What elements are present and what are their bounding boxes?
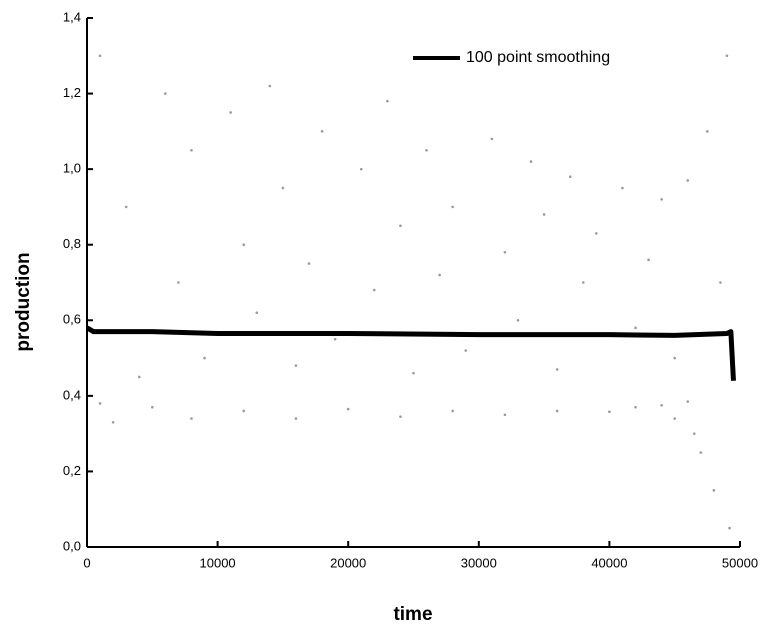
scatter-point (706, 130, 709, 133)
scatter-point (111, 421, 115, 424)
scatter-point (555, 409, 559, 413)
y-tick-label: 1,2 (63, 85, 81, 100)
scatter-point (203, 356, 206, 360)
scatter-point (386, 99, 389, 103)
scatter-point (581, 281, 585, 284)
x-tick-label: 0 (83, 555, 90, 570)
y-tick-label: 0,4 (63, 387, 81, 402)
scatter-point (229, 111, 232, 114)
scatter-point (281, 186, 285, 190)
scatter-point (164, 92, 167, 95)
x-tick-label: 10000 (200, 555, 236, 570)
scatter-point (503, 413, 507, 417)
scatter-point (529, 160, 533, 163)
scatter-point (177, 281, 180, 284)
scatter-point (268, 84, 272, 88)
scatter-point (399, 415, 402, 418)
y-tick-label: 0,2 (63, 463, 81, 478)
scatter-point (190, 417, 193, 420)
scatter-point (359, 167, 363, 171)
x-tick-label: 20000 (330, 555, 366, 570)
scatter-point (98, 402, 102, 405)
scatter-point (242, 409, 246, 413)
scatter-point (660, 404, 663, 407)
y-tick-label: 0,6 (63, 312, 81, 327)
scatter-point (151, 405, 154, 409)
scatter-point (503, 250, 507, 254)
scatter-point (728, 526, 731, 530)
scatter-point (660, 198, 663, 201)
scatter-point (719, 281, 722, 284)
scatter-point (516, 318, 520, 322)
y-axis-title: production (13, 252, 34, 351)
scatter-point (190, 148, 193, 152)
scatter-point (307, 262, 311, 265)
scatter-point (412, 371, 415, 375)
x-tick-label: 40000 (591, 555, 627, 570)
y-tick-label: 0,8 (63, 236, 81, 251)
scatter-point (692, 432, 696, 435)
scatter-point (98, 54, 102, 58)
scatter-point (438, 273, 441, 277)
scatter-point (621, 186, 624, 190)
scatter-point (346, 407, 350, 411)
x-tick-label: 30000 (461, 555, 497, 570)
scatter-point (124, 205, 128, 209)
smoothing-line (85, 325, 736, 381)
scatter-point (464, 349, 468, 352)
scatter-point (399, 224, 402, 228)
scatter-point (686, 179, 690, 182)
scatter-point (712, 489, 716, 492)
scatter-point (137, 375, 141, 379)
scatter-point (725, 54, 729, 58)
scatter-point (608, 410, 611, 414)
scatter-point (568, 175, 572, 178)
scatter-point (490, 137, 494, 141)
scatter-point (686, 400, 690, 403)
scatter-point (373, 288, 376, 292)
scatter-point (294, 417, 298, 420)
y-tick-label: 1,4 (63, 9, 81, 24)
scatter-point (255, 311, 259, 315)
scatter-point (451, 205, 454, 209)
scatter-point (595, 232, 598, 235)
y-tick-label: 0,0 (63, 538, 81, 553)
scatter-point (647, 258, 650, 262)
scatter-point (699, 451, 703, 454)
scatter-point (451, 409, 454, 413)
scatter-point (320, 130, 324, 133)
scatter-point (542, 213, 546, 216)
x-axis-title: time (393, 604, 432, 625)
scatter-point (634, 326, 637, 330)
scatter-point (333, 337, 337, 341)
scatter-point (673, 417, 676, 420)
scatter-point (294, 364, 298, 367)
scatter-point (425, 148, 428, 152)
scatter-point (634, 405, 637, 409)
scatter-point (242, 243, 246, 247)
x-tick-label: 50000 (722, 555, 758, 570)
legend-label: 100 point smoothing (466, 49, 610, 66)
scatter-point (555, 368, 559, 371)
y-tick-label: 1,0 (63, 161, 81, 176)
scatter-point (673, 356, 676, 360)
